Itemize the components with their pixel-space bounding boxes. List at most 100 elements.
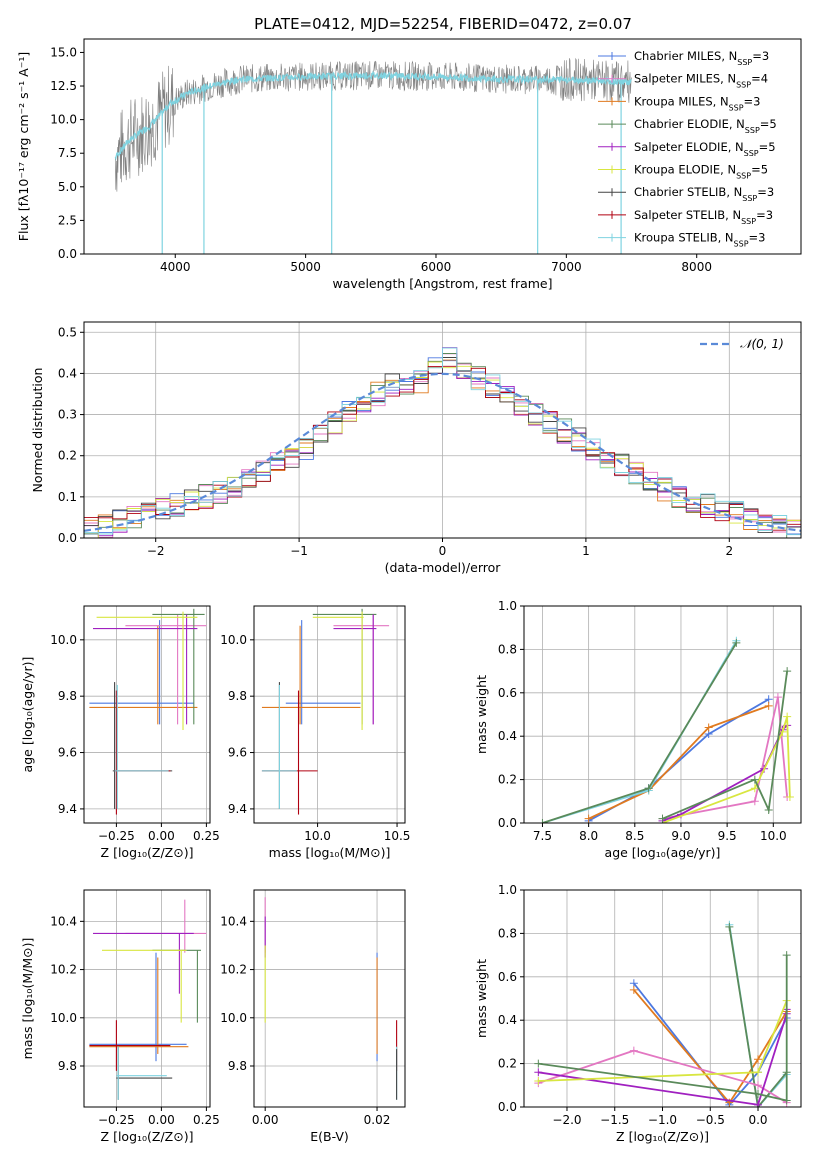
x-tick-label: 0 xyxy=(439,544,447,558)
legend-label: Kroupa ELODIE, NSSP=5 xyxy=(634,163,768,181)
errorbar-point xyxy=(285,620,361,725)
x-tick-label: −2.0 xyxy=(552,1113,581,1127)
y-tick-label: 0.5 xyxy=(58,325,77,339)
x-tick-label: 8.0 xyxy=(579,829,598,843)
y-axis-label: Normed distribution xyxy=(30,368,45,493)
y-tick-label: 5.0 xyxy=(58,180,77,194)
x-tick-label: 7000 xyxy=(551,260,582,274)
x-axis-label: age [log₁₀(age/yr)] xyxy=(605,845,721,860)
legend-label: Salpeter STELIB, NSSP=3 xyxy=(634,208,773,226)
errorbar-point xyxy=(93,614,198,725)
y-tick-label: 10.4 xyxy=(50,914,77,928)
weight-marker xyxy=(584,814,593,823)
x-tick-label: 0.25 xyxy=(193,829,220,843)
x-tick-label: 2 xyxy=(725,544,733,558)
y-tick-label: 15.0 xyxy=(50,45,77,59)
y-axis-label: mass [log₁₀(M/M⊙)] xyxy=(20,938,35,1060)
mass_vs_z-frame xyxy=(83,889,211,1108)
legend-label: Chabrier STELIB, NSSP=3 xyxy=(634,185,774,203)
weight-marker xyxy=(725,922,734,931)
y-tick-label: 0.0 xyxy=(58,531,77,545)
y-tick-label: 10.0 xyxy=(220,1011,247,1025)
y-tick-label: 9.8 xyxy=(58,689,77,703)
y-tick-label: 10.0 xyxy=(50,633,77,647)
y-tick-label: 0.6 xyxy=(498,970,517,984)
errorbar-point xyxy=(89,952,187,1062)
errorbar-point xyxy=(112,682,173,809)
y-tick-label: 9.4 xyxy=(228,802,247,816)
spectrum-frame xyxy=(83,38,802,255)
x-tick-label: 1 xyxy=(582,544,590,558)
weight_vs_z-panel: −2.0 −1.5 −1.0 −0.5 0.0 0.0 0.2 0.4 0.6 0.8 1.0 Z [… xyxy=(474,883,802,1144)
y-tick-label: 0.8 xyxy=(498,642,517,656)
legend-label: Kroupa MILES, NSSP=3 xyxy=(634,94,760,112)
legend-label: Chabrier MILES, NSSP=3 xyxy=(634,49,769,67)
y-tick-label: 9.8 xyxy=(228,1059,247,1073)
weight-series-line xyxy=(538,955,788,1102)
x-tick-label: −1.0 xyxy=(648,1113,677,1127)
model-spectrum-line xyxy=(114,70,632,161)
y-tick-label: 1.0 xyxy=(498,883,517,897)
weight-series-line xyxy=(633,982,788,1107)
weight_vs_age-frame xyxy=(523,605,802,824)
x-tick-label: 0.00 xyxy=(148,829,175,843)
x-tick-label: 0.00 xyxy=(148,1113,175,1127)
weight-series-line xyxy=(542,642,738,823)
age_vs_z-plot-area xyxy=(89,608,207,815)
errorbar-point xyxy=(333,614,377,725)
x-tick-label: −0.25 xyxy=(98,829,135,843)
errorbar-point xyxy=(89,625,198,725)
y-tick-label: 0.0 xyxy=(498,1100,517,1114)
weight-marker xyxy=(704,723,713,732)
weight-marker xyxy=(783,667,792,676)
x-tick-label: 7.5 xyxy=(533,829,552,843)
x-tick-label: 0.0 xyxy=(748,1113,767,1127)
weight-series-line xyxy=(538,1049,788,1104)
x-tick-label: 10.5 xyxy=(384,829,411,843)
weight-marker xyxy=(754,1068,763,1077)
y-tick-label: 0.1 xyxy=(58,490,77,504)
x-tick-label: 9.0 xyxy=(671,829,690,843)
legend-label: Chabrier ELODIE, NSSP=5 xyxy=(634,117,777,135)
y-tick-label: 9.8 xyxy=(58,1059,77,1073)
residuals-panel: −2 −1 0 1 2 0.0 0.1 0.2 0.3 0.4 0.5 (data-model)/er… xyxy=(30,321,802,575)
errorbar-point xyxy=(96,611,198,730)
x-tick-label: −1.5 xyxy=(600,1113,629,1127)
errorbar-point xyxy=(93,932,194,994)
y-tick-label: 0.2 xyxy=(498,773,517,787)
weight_vs_age-plot-area xyxy=(538,636,794,823)
errorbar-point xyxy=(116,1046,167,1100)
x-tick-label: 8000 xyxy=(681,260,712,274)
mass_vs_ebv-panel: 0.00 0.02 9.8 10.0 10.2 10.4 E(B-V) xyxy=(220,889,406,1144)
weight_vs_z-plot-area xyxy=(534,920,791,1107)
y-tick-label: 0.0 xyxy=(58,247,77,261)
weight-marker xyxy=(773,693,782,702)
y-tick-label: 0.4 xyxy=(498,1013,517,1027)
weight-marker xyxy=(750,797,759,806)
gaussian-legend-label: 𝒩(0, 1) xyxy=(740,337,784,351)
weight-marker xyxy=(534,1076,543,1085)
y-tick-label: 9.6 xyxy=(58,746,77,760)
errorbar-point xyxy=(89,957,189,1054)
age_vs_mass-panel: 10.0 10.5 9.4 9.6 9.8 10.0 mass [log₁₀(M/M⊙)] xyxy=(220,605,411,860)
weight-marker xyxy=(732,638,741,647)
x-tick-label: −0.5 xyxy=(696,1113,725,1127)
x-tick-label: 6000 xyxy=(421,260,452,274)
histogram-series xyxy=(84,347,801,538)
y-tick-label: 10.2 xyxy=(220,963,247,977)
errorbar-point xyxy=(102,949,187,1023)
y-tick-label: 0.2 xyxy=(498,1057,517,1071)
mass_vs_z-panel: −0.25 0.00 0.25 9.8 10.0 10.2 10.4 Z [log₁₀(Z/Z… xyxy=(20,889,220,1144)
y-tick-label: 0.6 xyxy=(498,686,517,700)
errorbar-point xyxy=(152,949,201,1023)
y-tick-label: 0.3 xyxy=(58,408,77,422)
errorbar-point xyxy=(261,625,361,725)
weight-series-line xyxy=(662,696,788,820)
y-axis-label: age [log₁₀(age/yr)] xyxy=(20,657,35,773)
mass_vs_ebv-plot-area xyxy=(264,897,398,1100)
x-tick-label: 0.02 xyxy=(364,1113,391,1127)
x-tick-label: 0.25 xyxy=(193,1113,220,1127)
weight-marker xyxy=(782,951,791,960)
y-tick-label: 10.0 xyxy=(50,113,77,127)
